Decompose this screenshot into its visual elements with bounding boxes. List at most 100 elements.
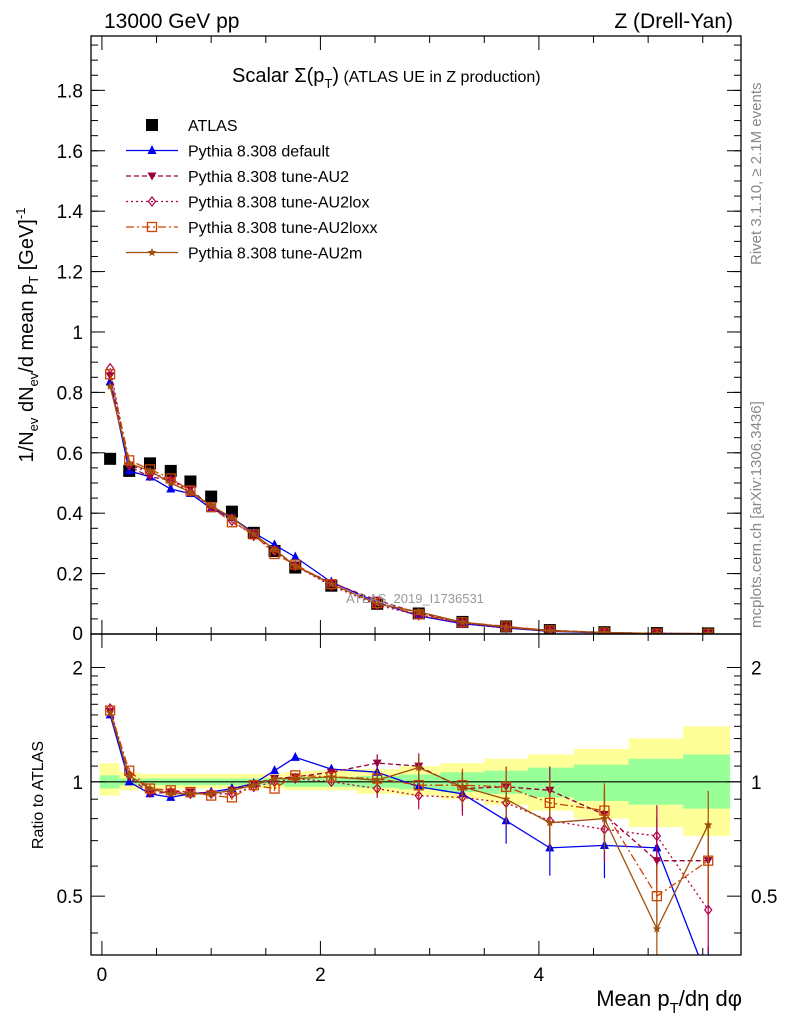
ratio-point xyxy=(226,792,238,803)
legend-marker xyxy=(147,196,157,207)
data-point xyxy=(105,381,115,390)
ratio-point xyxy=(704,975,713,984)
ratio-point xyxy=(185,786,196,798)
ratio-y-tick-label-right: 1 xyxy=(751,773,762,794)
ratio-y-axis-label: Ratio to ATLAS xyxy=(30,741,47,849)
ratio-point xyxy=(291,774,300,783)
ratio-point xyxy=(372,783,382,795)
data-point xyxy=(291,561,300,570)
legend-label: Pythia 8.308 default xyxy=(188,144,330,161)
ratio-point xyxy=(290,751,300,761)
data-point xyxy=(545,626,555,634)
ratio-point xyxy=(249,780,259,789)
ratio-y-tick-label-right: 2 xyxy=(751,658,762,679)
ratio-point xyxy=(145,784,155,793)
ratio-point xyxy=(414,790,423,802)
ratio-point xyxy=(186,789,195,798)
data-point xyxy=(703,629,713,634)
ratio-point xyxy=(166,789,175,798)
legend-entry-atlas: ATLAS xyxy=(146,118,238,135)
ratio-series-pythia-8-308-tune-au2loxx xyxy=(104,705,714,935)
analysis-watermark: ATLAS_2019_I1736531 xyxy=(346,591,484,606)
y-tick-label: 0.8 xyxy=(57,383,83,404)
ratio-point xyxy=(501,794,511,803)
data-point xyxy=(184,475,197,488)
ratio-point xyxy=(327,772,336,781)
rivet-version-label: Rivet 3.1.10, ≥ 2.1M events xyxy=(748,83,765,266)
series-atlas xyxy=(104,452,715,634)
ratio-point xyxy=(269,783,280,794)
ratio-point xyxy=(414,763,423,772)
data-point xyxy=(145,466,155,475)
ratio-point xyxy=(458,782,467,791)
header-right: Z (Drell-Yan) xyxy=(614,10,733,33)
data-point xyxy=(458,617,467,626)
data-point xyxy=(326,579,337,590)
data-point xyxy=(166,483,176,493)
data-point xyxy=(290,551,300,561)
data-point xyxy=(290,559,301,570)
ratio-point xyxy=(144,783,156,794)
ratio-point xyxy=(105,708,115,717)
data-point xyxy=(206,501,216,510)
y-axis-label: 1/Nev dNev/d mean pT [GeV]-1 xyxy=(13,208,41,463)
data-point xyxy=(227,513,237,522)
mcplots-label: mcplots.cern.ch [arXiv:1306.3436] xyxy=(748,401,765,628)
chart-title: Scalar Σ(pT) (ATLAS UE in Z production) xyxy=(232,65,541,91)
data-point xyxy=(270,544,279,554)
legend-label: ATLAS xyxy=(188,118,238,135)
legend-entry-pythia-8-308-tune-au2loxx: Pythia 8.308 tune-AU2loxx xyxy=(126,220,377,237)
data-point xyxy=(125,458,134,467)
data-point xyxy=(104,452,117,465)
ratio-point xyxy=(372,775,382,784)
data-point xyxy=(501,622,511,631)
y-tick-label: 0.4 xyxy=(57,504,84,525)
header-left: 13000 GeV pp xyxy=(104,10,239,33)
legend-entry-pythia-8-308-tune-au2m: Pythia 8.308 tune-AU2m xyxy=(126,246,362,263)
y-tick-label: 1.6 xyxy=(57,142,83,163)
legend-marker xyxy=(147,248,157,257)
legend-entry-pythia-8-308-default: Pythia 8.308 default xyxy=(126,144,330,161)
data-point xyxy=(372,599,382,608)
data-point xyxy=(166,478,175,487)
legend-entry-pythia-8-308-tune-au2lox: Pythia 8.308 tune-AU2lox xyxy=(126,195,369,212)
data-point xyxy=(248,529,259,540)
legend-label: Pythia 8.308 tune-AU2m xyxy=(188,246,362,263)
ratio-y-tick-label: 2 xyxy=(72,658,83,679)
legend-marker xyxy=(146,221,158,233)
x-tick-label: 4 xyxy=(534,965,545,986)
data-point xyxy=(600,628,609,634)
ratio-series-pythia-8-308-tune-au2m xyxy=(105,708,713,955)
ratio-point xyxy=(703,820,713,829)
ratio-frame xyxy=(90,633,742,956)
ratio-point xyxy=(125,770,134,779)
data-point xyxy=(652,629,662,634)
y-tick-label: 1.2 xyxy=(57,263,83,284)
ratio-point xyxy=(703,904,713,916)
y-tick-label: 0.2 xyxy=(57,565,83,586)
x-tick-label: 2 xyxy=(315,965,326,986)
x-tick-label: 0 xyxy=(97,965,108,986)
ratio-point xyxy=(652,830,662,842)
ratio-plot-panel: 0.5 0.5 1 1 2 2 0 2 4 xyxy=(57,633,777,986)
legend-marker xyxy=(147,172,157,181)
ratio-point xyxy=(206,789,216,798)
main-plot-panel: Scalar Σ(pT) (ATLAS UE in Z production) … xyxy=(57,35,742,645)
data-point xyxy=(143,457,156,470)
data-point xyxy=(105,362,115,374)
legend-label: Pythia 8.308 tune-AU2lox xyxy=(188,195,369,212)
series-pythia-8-308-tune-au2m xyxy=(105,381,713,634)
data-point xyxy=(105,376,115,386)
ratio-y-tick-label: 0.5 xyxy=(57,887,83,908)
legend-entry-pythia-8-308-tune-au2: Pythia 8.308 tune-AU2 xyxy=(126,169,349,186)
data-point xyxy=(327,579,336,588)
ratio-point xyxy=(227,785,237,794)
data-point xyxy=(186,487,195,496)
ratio-y-tick-label: 1 xyxy=(72,773,83,794)
ratio-point xyxy=(270,765,280,775)
y-tick-label: 1 xyxy=(72,323,83,344)
data-point xyxy=(372,598,383,609)
ratio-point xyxy=(270,774,279,783)
legend-label: Pythia 8.308 tune-AU2 xyxy=(188,169,349,186)
legend-label: Pythia 8.308 tune-AU2loxx xyxy=(188,220,377,237)
